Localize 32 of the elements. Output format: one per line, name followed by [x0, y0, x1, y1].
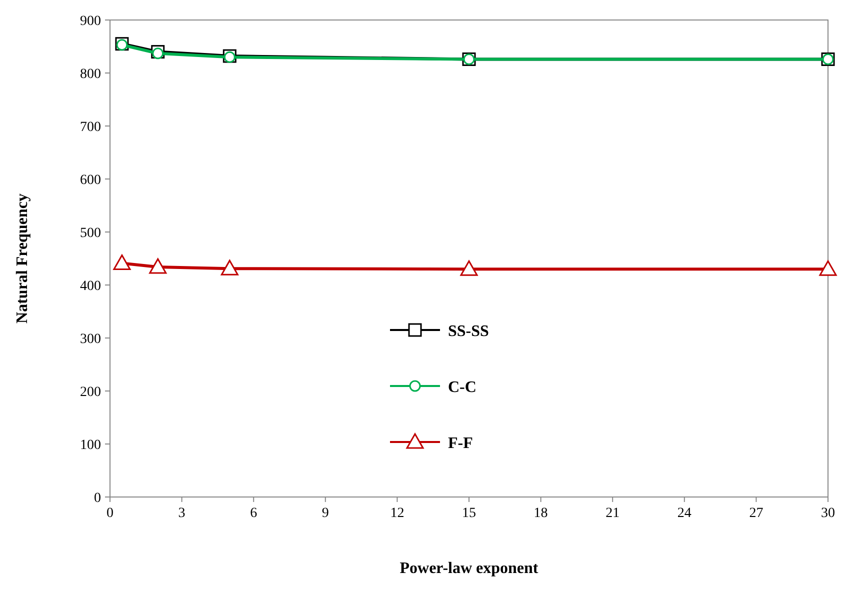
x-tick-label: 18 — [534, 506, 548, 521]
x-tick-label: 15 — [462, 506, 476, 521]
x-tick-label: 0 — [106, 506, 114, 521]
point — [113, 254, 131, 270]
y-tick-label: 700 — [80, 120, 101, 135]
y-axis-title: Natural Frequency — [14, 194, 31, 324]
y-tick-label: 600 — [80, 173, 101, 188]
legend-label: SS-SS — [448, 323, 490, 340]
y-tick-label: 200 — [80, 385, 101, 400]
y-tick-label: 500 — [80, 226, 101, 241]
legend-label: F-F — [448, 435, 474, 452]
y-tick-label: 300 — [80, 332, 101, 347]
y-tick-label: 0 — [94, 491, 101, 506]
x-tick-label: 3 — [178, 506, 186, 521]
point — [152, 48, 164, 60]
x-tick-label: 21 — [606, 506, 620, 521]
y-tick-label: 400 — [80, 279, 101, 294]
x-tick-label: 27 — [749, 506, 764, 521]
y-tick-label: 800 — [80, 67, 101, 82]
y-tick-label: 100 — [80, 438, 101, 453]
point — [149, 258, 167, 274]
x-axis-title: Power-law exponent — [400, 560, 539, 577]
point — [819, 260, 837, 276]
x-tick-label: 24 — [677, 506, 692, 521]
point — [460, 260, 478, 276]
x-tick-label: 9 — [322, 506, 329, 521]
y-tick-label: 900 — [80, 14, 101, 29]
x-tick-label: 12 — [390, 506, 404, 521]
x-tick-label: 6 — [250, 506, 258, 521]
x-tick-label: 30 — [821, 506, 835, 521]
point — [220, 260, 238, 276]
legend-label: C-C — [448, 379, 476, 396]
